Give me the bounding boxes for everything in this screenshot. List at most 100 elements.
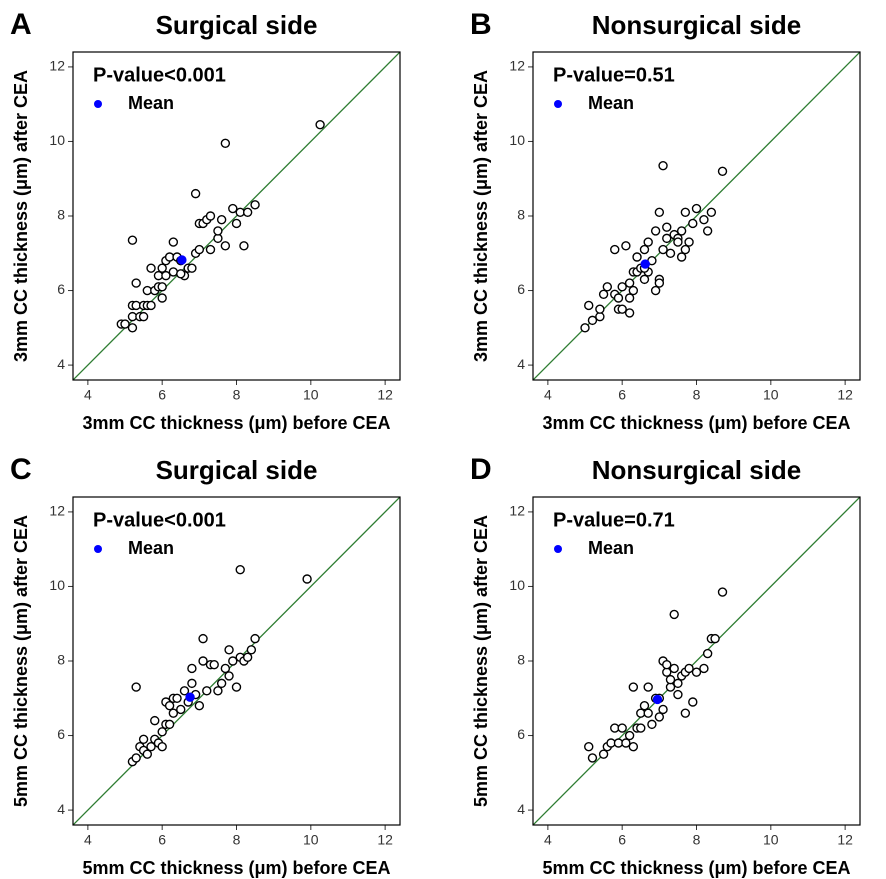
point	[142, 749, 153, 759]
point	[610, 244, 620, 255]
point	[580, 323, 590, 333]
point	[235, 564, 245, 575]
point	[628, 742, 639, 752]
y-tick-label: 6	[57, 281, 65, 297]
point	[168, 237, 179, 247]
point	[621, 738, 631, 748]
point	[228, 203, 238, 214]
point	[658, 244, 668, 255]
point	[688, 697, 698, 707]
x-tick-label: 4	[544, 387, 552, 403]
point	[702, 226, 713, 236]
y-tick-label: 6	[57, 726, 65, 742]
panel-letter: A	[10, 8, 32, 41]
point	[639, 701, 650, 711]
point	[157, 282, 167, 292]
x-tick-label: 10	[763, 387, 779, 403]
point	[598, 749, 609, 759]
point	[131, 278, 141, 288]
point	[639, 244, 650, 255]
y-axis-label: 5mm CC thickness (μm) after CEA	[471, 515, 491, 807]
point	[131, 682, 141, 692]
y-tick-label: 12	[509, 58, 525, 74]
point	[617, 723, 627, 733]
point	[179, 686, 190, 696]
point	[654, 712, 665, 722]
point	[673, 689, 683, 700]
point	[673, 678, 683, 689]
point	[587, 753, 598, 763]
point	[691, 667, 702, 677]
x-tick-label: 12	[377, 387, 393, 403]
identity-line	[533, 497, 860, 825]
x-tick-label: 10	[303, 387, 319, 403]
point	[131, 753, 141, 763]
panel-title: Surgical side	[156, 455, 318, 485]
y-tick-label: 4	[57, 801, 65, 817]
panel-letter: D	[470, 453, 492, 486]
point	[164, 701, 175, 711]
point	[676, 252, 687, 262]
point	[146, 300, 156, 311]
point	[231, 682, 242, 692]
x-tick-label: 12	[837, 387, 853, 403]
point	[120, 319, 130, 329]
point	[680, 207, 691, 217]
y-tick-label: 10	[509, 577, 525, 593]
point	[584, 300, 594, 311]
point	[146, 742, 156, 752]
point	[220, 138, 231, 149]
point	[187, 663, 197, 674]
y-axis-label: 3mm CC thickness (μm) after CEA	[471, 70, 491, 362]
point	[662, 233, 672, 244]
point	[613, 293, 624, 303]
legend-label: Mean	[588, 538, 634, 558]
point	[246, 645, 257, 655]
point	[662, 660, 672, 670]
point	[628, 285, 639, 296]
point	[202, 686, 212, 696]
x-tick-label: 12	[837, 832, 853, 848]
x-axis-label: 5mm CC thickness (μm) before CEA	[82, 858, 390, 878]
legend-label: Mean	[128, 538, 174, 558]
y-tick-label: 10	[49, 577, 65, 593]
point	[643, 237, 653, 247]
mean-point	[640, 259, 650, 269]
point	[231, 218, 242, 229]
x-tick-label: 6	[158, 832, 166, 848]
point	[127, 323, 138, 333]
point	[706, 207, 717, 217]
point	[176, 704, 186, 715]
point	[157, 727, 167, 737]
x-tick-label: 4	[84, 832, 92, 848]
legend-swatch	[94, 545, 102, 553]
point	[250, 200, 260, 210]
panel: A Surgical side 3mm CC thickness (μm) befo…	[10, 8, 401, 433]
legend-swatch	[94, 100, 102, 108]
x-tick-label: 4	[84, 387, 92, 403]
point	[717, 587, 728, 597]
point	[216, 678, 227, 689]
point	[658, 160, 668, 171]
point	[187, 678, 197, 689]
mean-point	[177, 255, 187, 265]
point	[650, 285, 661, 296]
point	[187, 263, 197, 273]
point	[220, 663, 231, 674]
point	[198, 656, 208, 666]
point	[224, 645, 234, 655]
point	[205, 244, 216, 255]
point	[242, 652, 253, 662]
point	[632, 252, 642, 262]
legend-label: Mean	[588, 93, 634, 113]
x-tick-label: 10	[763, 832, 779, 848]
point	[658, 704, 668, 715]
point	[624, 278, 635, 288]
plot-frame	[72, 496, 401, 826]
point	[628, 682, 639, 692]
x-tick-label: 12	[377, 832, 393, 848]
plot-frame	[72, 51, 401, 381]
point	[647, 719, 657, 730]
y-tick-label: 10	[49, 132, 65, 148]
